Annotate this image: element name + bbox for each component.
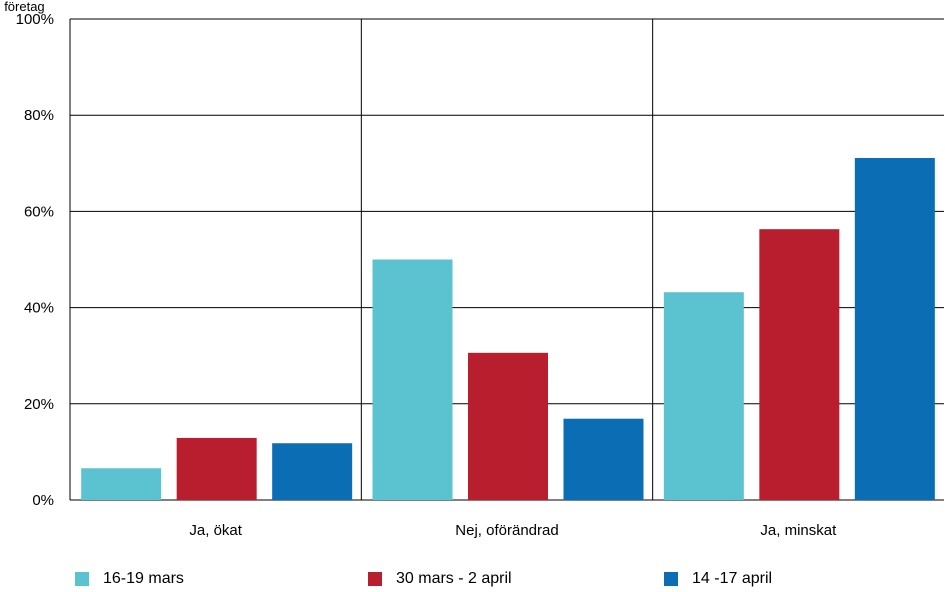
legend-label-series-3: 14 -17 april bbox=[692, 570, 773, 587]
y-tick-label: 100% bbox=[16, 11, 54, 28]
x-category-label: Ja, minskat bbox=[760, 522, 837, 539]
x-category-label: Nej, oförändrad bbox=[455, 522, 558, 539]
x-axis-categories: Ja, ökat Nej, oförändrad Ja, minskat bbox=[189, 522, 837, 539]
y-axis-ticks: 0% 20% 40% 60% 80% 100% bbox=[16, 11, 54, 509]
y-tick-label: 40% bbox=[24, 300, 54, 317]
bar-2-3 bbox=[759, 229, 840, 500]
legend-swatch-series-3 bbox=[664, 572, 678, 586]
bar-3-3 bbox=[854, 158, 935, 500]
bar-1-2 bbox=[372, 259, 453, 500]
legend-swatch-series-2 bbox=[368, 572, 382, 586]
y-axis-unit-label: Andel företag bbox=[0, 0, 45, 14]
y-tick-label: 80% bbox=[24, 107, 54, 124]
y-tick-label: 60% bbox=[24, 203, 54, 220]
legend-item-series-2: 30 mars - 2 april bbox=[368, 570, 512, 588]
legend-item-series-1: 16-19 mars bbox=[75, 570, 184, 588]
bar-chart: Andel företag 0% 20% 40% 60% 80% 100% Ja, öka… bbox=[0, 0, 944, 539]
legend-label-series-1: 16-19 mars bbox=[103, 570, 184, 587]
legend: 16-19 mars 30 mars - 2 april 14 -17 apri… bbox=[0, 570, 945, 592]
bars bbox=[81, 158, 935, 500]
y-tick-label: 0% bbox=[32, 492, 54, 509]
x-category-label: Ja, ökat bbox=[189, 522, 242, 539]
bar-1-3 bbox=[663, 292, 744, 500]
bar-2-1 bbox=[176, 437, 257, 500]
y-tick-label: 20% bbox=[24, 396, 54, 413]
legend-item-series-3: 14 -17 april bbox=[664, 570, 772, 588]
legend-swatch-series-1 bbox=[75, 572, 89, 586]
bar-2-2 bbox=[468, 352, 548, 500]
bar-3-1 bbox=[272, 443, 353, 500]
bar-3-2 bbox=[563, 418, 644, 500]
bar-1-1 bbox=[81, 468, 162, 500]
legend-label-series-2: 30 mars - 2 april bbox=[396, 570, 512, 587]
